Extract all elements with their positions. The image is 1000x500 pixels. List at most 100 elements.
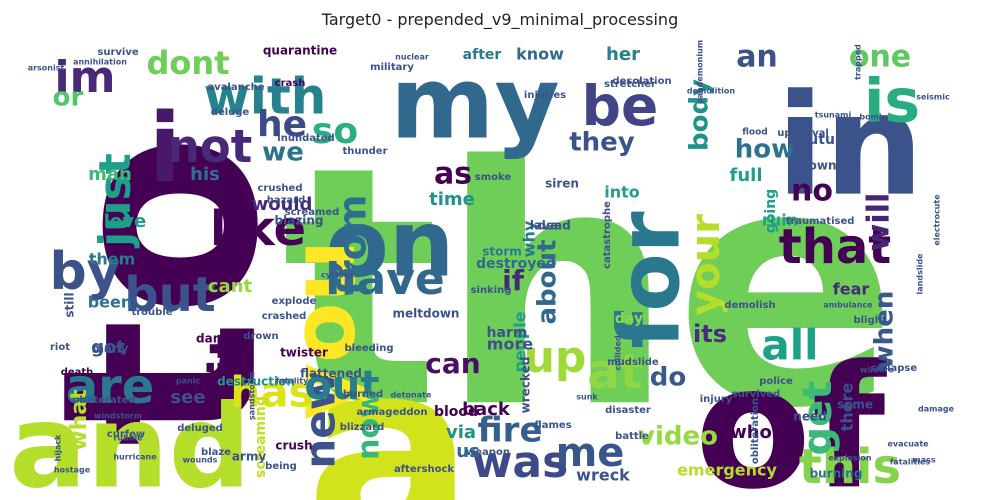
word-of: of <box>695 329 888 500</box>
word-me: me <box>556 430 625 476</box>
word-when: when <box>870 291 900 370</box>
word-explosion: explosion <box>828 454 872 463</box>
word-catastrophe: catastrophe <box>602 201 613 269</box>
word-wounds: wounds <box>183 456 218 465</box>
word-who: who <box>730 422 772 443</box>
word-fire: fire <box>477 411 542 451</box>
word-mudslide: mudslide <box>607 357 659 368</box>
word-burning: burning <box>810 467 863 481</box>
word-as: as <box>434 157 472 192</box>
word-on: on <box>326 190 455 297</box>
word-not: not <box>168 120 252 173</box>
word-blaze: blaze <box>201 447 231 458</box>
word-hazard: hazard <box>267 195 306 206</box>
word-so: so <box>312 111 358 152</box>
word-demolition: demolition <box>687 87 736 96</box>
word-deluge: deluge <box>211 107 250 118</box>
word-evacuate: evacuate <box>887 440 929 449</box>
word-love: love <box>104 211 146 232</box>
word-still: still <box>63 292 77 317</box>
word-full: full <box>730 165 763 186</box>
word-from: from <box>331 195 375 296</box>
word-the: the <box>282 96 899 480</box>
word-landslide: landslide <box>916 253 925 295</box>
word-we: we <box>262 138 304 168</box>
word-upheaval: upheaval <box>777 128 829 139</box>
word-disaster: disaster <box>605 405 651 416</box>
word-people: people <box>511 311 530 372</box>
word-got: got <box>91 337 125 358</box>
word-i: i <box>149 94 182 204</box>
word-us: us <box>456 441 480 462</box>
word-emergency: emergency <box>677 461 777 480</box>
word-im: im <box>55 52 116 103</box>
word-trapped: trapped <box>854 44 863 80</box>
word-no: no <box>791 174 833 209</box>
word-obliteration: obliteration <box>750 398 761 464</box>
word-all: all <box>761 321 818 370</box>
word-for: for <box>600 211 699 348</box>
word-demolish: demolish <box>724 300 775 311</box>
word-windstorm: windstorm <box>94 412 142 421</box>
word-smoke: smoke <box>475 172 512 183</box>
word-some: some <box>837 398 873 412</box>
word-more: more <box>487 335 534 354</box>
word-fatalities: fatalities <box>890 458 931 467</box>
word-collided: collided <box>614 335 623 371</box>
word-traumatised: traumatised <box>786 216 855 227</box>
word-many: many <box>92 342 129 356</box>
word-injury: injury <box>700 394 733 405</box>
word-how: how <box>735 135 795 165</box>
word-panic: panic <box>176 377 201 386</box>
word-military: military <box>370 62 414 73</box>
word-a: a <box>306 306 475 500</box>
word-via: via <box>446 422 476 443</box>
word-my: my <box>390 44 559 161</box>
word-do: do <box>650 363 686 393</box>
word-fatality: fatality <box>276 377 309 386</box>
word-sunk: sunk <box>576 393 598 402</box>
word-cyclone: cyclone <box>321 271 356 280</box>
chart-title: Target0 - prepended_v9_minimal_processin… <box>321 10 679 29</box>
word-has: has <box>230 368 313 417</box>
word-going: going <box>763 189 779 233</box>
word-trouble: trouble <box>131 307 172 318</box>
word-desolation: desolation <box>612 76 671 87</box>
word-into: into <box>604 183 640 202</box>
word-crush: crush <box>275 439 312 453</box>
word-be: be <box>582 74 659 138</box>
word-there: there <box>838 383 857 432</box>
word-mass: mass <box>912 456 935 465</box>
word-would: would <box>252 194 313 215</box>
word-been: been <box>88 293 133 312</box>
word-being: being <box>265 461 297 472</box>
word-they: they <box>569 128 635 158</box>
word-stretcher: stretcher <box>604 79 656 90</box>
word-just: just <box>90 153 141 249</box>
word-dont: dont <box>147 44 230 82</box>
word-like: like <box>210 201 306 257</box>
word-pandemonium: pandemonium <box>696 40 705 104</box>
word-drowning: drowning <box>794 159 858 173</box>
word-police: police <box>759 376 793 387</box>
word-man: man <box>88 164 132 185</box>
word-about: about <box>533 240 563 325</box>
word-its: its <box>693 320 727 348</box>
word-obliterated: obliterated <box>73 395 136 406</box>
word-an: an <box>736 40 778 75</box>
word-rubble: rubble <box>113 434 143 443</box>
word-explode: explode <box>272 296 317 307</box>
word-hostage: hostage <box>54 466 91 475</box>
word-one: one <box>849 40 911 75</box>
word-day: day <box>615 311 643 327</box>
word-deluged: deluged <box>177 423 223 434</box>
word-or: or <box>53 83 84 113</box>
word-death: death <box>61 367 94 378</box>
word-bleeding: bleeding <box>344 343 393 354</box>
word-lava: lava <box>530 219 558 233</box>
word-if: if <box>502 264 525 297</box>
word-flames: flames <box>534 420 571 431</box>
word-flood: flood <box>742 128 767 138</box>
word-hijack: hijack <box>54 434 63 461</box>
word-can: can <box>425 347 480 380</box>
